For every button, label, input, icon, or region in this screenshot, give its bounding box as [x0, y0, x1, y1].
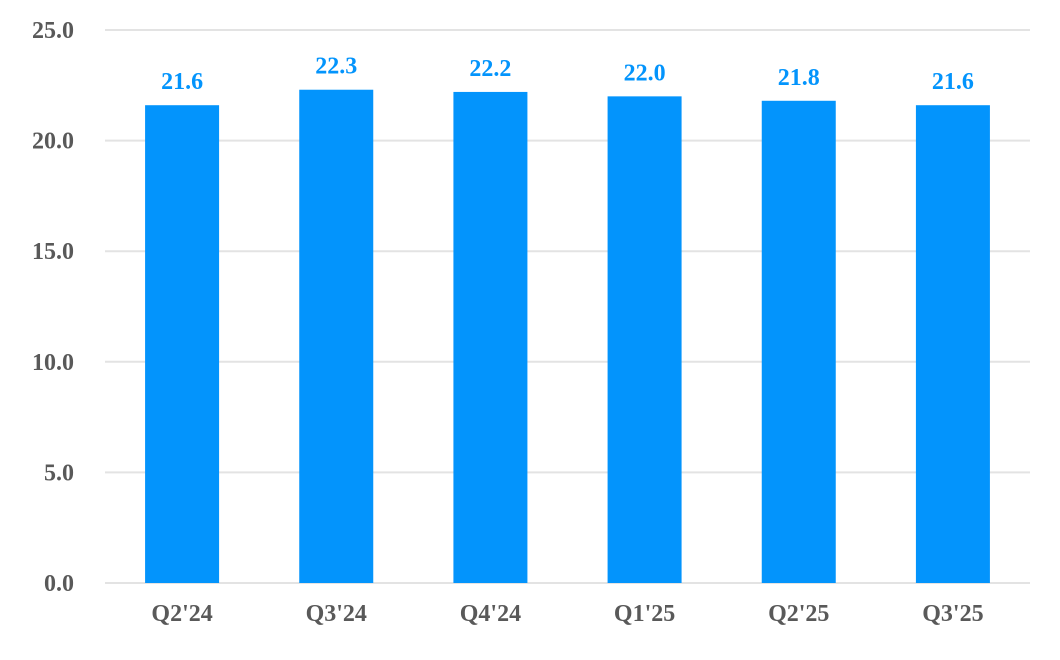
bar	[915, 105, 990, 583]
x-tick-label: Q1'25	[614, 601, 675, 627]
bar	[145, 105, 220, 583]
x-tick-label: Q3'25	[922, 601, 983, 627]
x-tick-label: Q2'25	[768, 601, 829, 627]
y-tick-label: 5.0	[44, 460, 74, 486]
bar	[607, 96, 682, 584]
x-tick-label: Q4'24	[460, 601, 521, 627]
data-label: 21.6	[161, 69, 203, 95]
data-labels: 21.6 22.3 22.2 22.0 21.8 21.6	[161, 54, 974, 95]
x-tick-label: Q2'24	[151, 601, 212, 627]
bar	[453, 91, 528, 583]
gridlines	[105, 29, 1030, 584]
bars	[145, 89, 990, 584]
y-tick-label: 15.0	[32, 239, 74, 265]
bar	[299, 89, 374, 583]
data-label: 21.8	[778, 65, 820, 91]
x-axis: Q2'24 Q3'24 Q4'24 Q1'25 Q2'25 Q3'25	[151, 601, 983, 627]
data-label: 22.3	[315, 54, 357, 80]
y-tick-label: 0.0	[44, 571, 74, 597]
y-axis: 0.0 5.0 10.0 15.0 20.0 25.0	[32, 18, 74, 597]
y-tick-label: 25.0	[32, 18, 74, 44]
bar	[761, 100, 836, 583]
data-label: 22.2	[469, 56, 511, 82]
data-label: 22.0	[624, 60, 666, 86]
x-tick-label: Q3'24	[306, 601, 367, 627]
data-label: 21.6	[932, 69, 974, 95]
y-tick-label: 10.0	[32, 350, 74, 376]
y-tick-label: 20.0	[32, 129, 74, 155]
